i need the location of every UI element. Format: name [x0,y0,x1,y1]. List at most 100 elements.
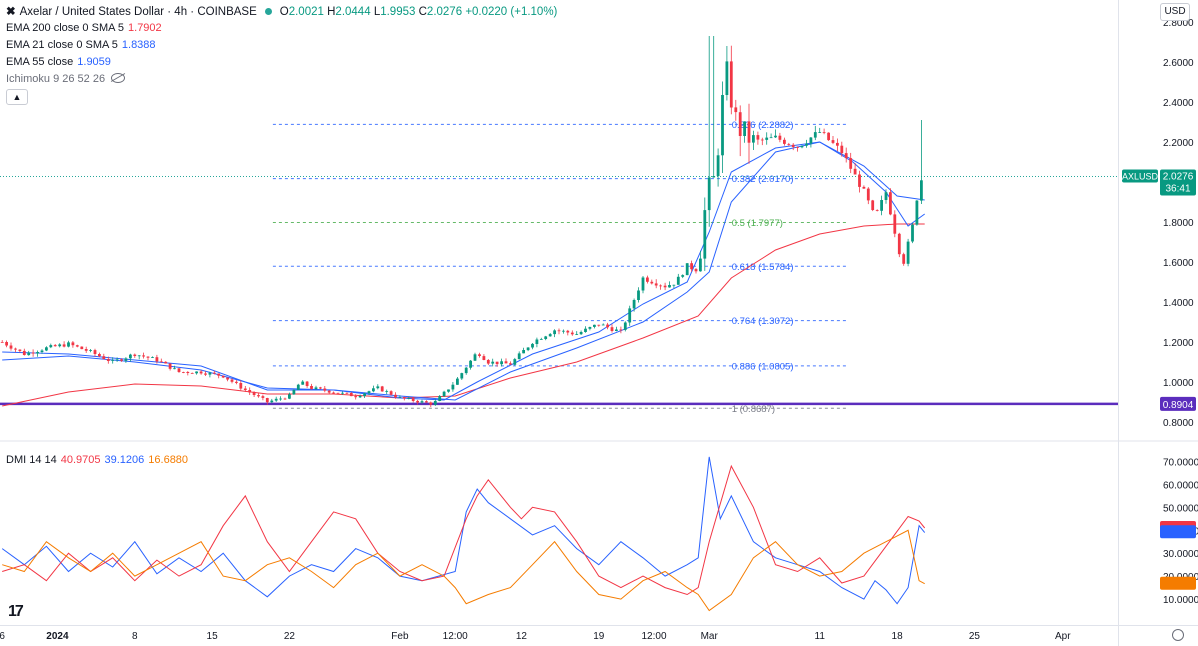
candle-body [871,200,875,210]
ohlc-values: O2.0021 H2.0444 L1.9953 C2.0276 +0.0220 … [279,6,558,18]
candle-body [889,192,892,215]
candle-body [610,327,614,331]
dmi-value-badge [1160,525,1196,539]
fib-level-label: 1 (0.8687) [732,404,775,415]
candle-body [738,112,742,136]
candle-body [641,277,645,291]
candle-body [292,389,296,395]
indicator-ichimoku[interactable]: Ichimoku 9 26 52 26 [6,72,126,86]
candle-body [429,402,433,405]
indicator-ema55[interactable]: EMA 55 close 1.9059 [6,56,111,68]
candle-body [442,391,446,397]
candle-body [712,176,716,178]
symbol-title: Axelar / United States Dollar · 4h · COI… [19,6,257,18]
indicator-ema200[interactable]: EMA 200 close 0 SMA 5 1.7902 [6,22,162,34]
fib-level-label: 0.5 (1.7977) [732,218,783,229]
indicator-ema21[interactable]: EMA 21 close 0 SMA 5 1.8388 [6,39,156,51]
candle-body [681,275,685,277]
candle-body [566,330,570,333]
settings-gear-icon[interactable] [1172,629,1184,641]
candle-body [111,360,115,361]
time-tick-label: 8 [132,631,138,642]
candle-body [372,388,375,392]
candle-body [146,356,150,358]
candle-body [221,375,225,378]
candle-body [659,285,662,287]
candle-body [553,330,556,335]
candle-body [827,132,830,141]
candle-body [535,339,539,344]
candle-body [831,140,835,143]
last-price-value: 2.0276 [1163,172,1194,183]
time-tick-label: 12:00 [641,631,666,642]
price-tick-label: 1.0000 [1163,378,1194,389]
candle-body [650,281,654,284]
price-tick-label: 2.2000 [1163,138,1194,149]
candle-body [301,381,305,385]
price-tick-label: 1.2000 [1163,338,1194,349]
dmi-line-di [2,464,926,596]
candle-body [676,276,680,285]
candle-body [9,345,13,349]
candle-body [522,350,525,354]
hidden-eye-icon[interactable] [111,73,126,83]
symbol-icon: ✖ [6,6,16,18]
candle-body [438,396,442,401]
dmi-tick-label: 10.0000 [1163,595,1198,606]
candle-body [783,139,786,144]
candle-body [133,354,137,356]
candle-body [619,329,623,331]
candle-body [385,391,389,392]
tradingview-logo: 17 [8,603,24,620]
candle-body [239,383,243,389]
candle-body [513,359,517,365]
time-tick-label: 19 [593,631,605,642]
candle-body [164,361,168,364]
candle-body [0,342,4,343]
candle-body [124,358,128,361]
candle-body [562,330,565,332]
candle-body [805,143,808,146]
candle-body [818,132,822,133]
candle-body [380,386,384,392]
candle-body [906,241,910,264]
candle-body [182,372,185,373]
candle-body [265,398,269,403]
fib-level-label: 0.236 (2.2882) [732,120,794,131]
time-tick-label: 22 [284,631,296,642]
candle-body [725,61,729,95]
candle-body [623,322,627,330]
dmi-tick-label: 50.0000 [1163,503,1198,514]
candle-body [469,360,472,368]
collapse-legend-button[interactable]: ▲ [6,89,28,105]
candle-body [570,332,574,335]
candle-body [575,334,579,335]
dmi-value-badge [1160,576,1196,590]
candle-body [195,371,198,374]
candle-body [93,350,97,354]
candle-body [734,107,738,113]
support-price-value: 0.8904 [1163,400,1194,411]
candle-body [252,392,256,395]
candle-body [402,397,406,399]
time-tick-label: 18 [892,631,904,642]
ema-line-ema-55 [2,141,925,401]
dmi-legend[interactable]: DMI 14 14 40.9705 39.1206 16.6880 [6,454,189,466]
candle-body [663,285,667,288]
candle-body [14,348,17,350]
support-price-badge [1160,396,1196,411]
candle-body [358,396,362,398]
time-tick-label: Feb [391,631,409,642]
candle-body [637,290,640,300]
candle-body [257,395,260,397]
dmi-tick-label: 30.0000 [1163,549,1198,560]
candle-body [509,363,512,365]
candle-body [75,345,79,347]
candle-body [646,277,649,282]
currency-button[interactable]: USD [1160,3,1190,21]
candle-body [584,328,587,332]
candle-body [915,200,919,225]
candle-body [774,135,777,138]
candle-body [22,350,26,355]
